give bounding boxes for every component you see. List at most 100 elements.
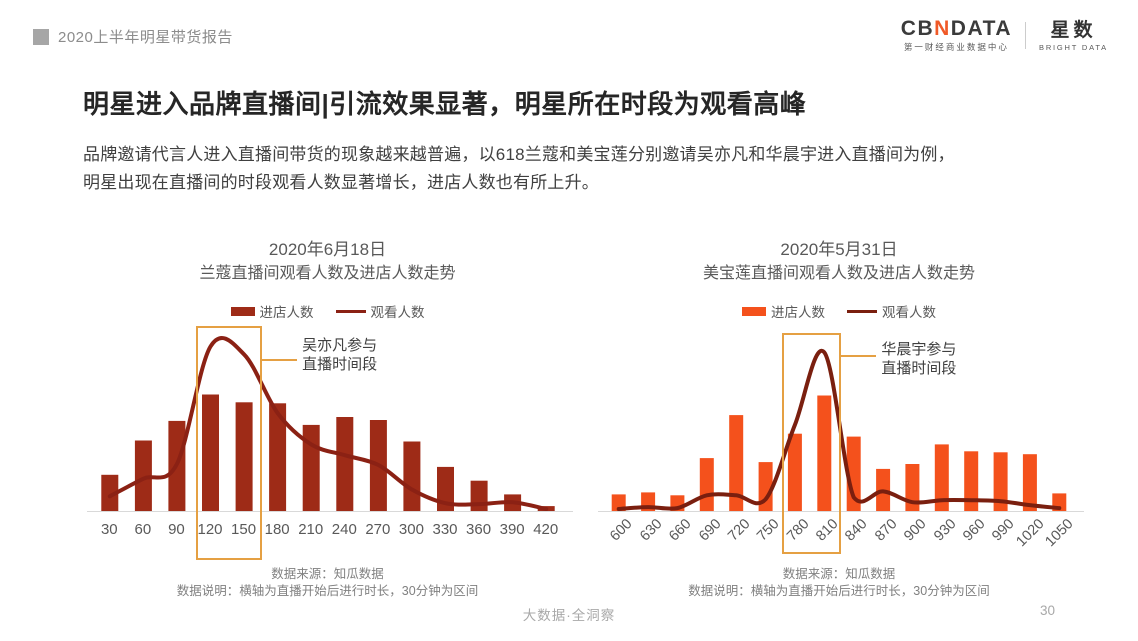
x-tick-label: 690 [695, 516, 725, 545]
legend-item-bars: 进店人数 [742, 301, 825, 321]
annotation-label: 华晨宇参与 直播时间段 [881, 341, 957, 377]
chart-plot-area: 600 630 660 690 720 750 780 810 840 870 900 930 960 9… [598, 325, 1084, 554]
bar-150 [235, 402, 253, 511]
highlight-box [781, 333, 842, 554]
chart-legend: 进店人数 观看人数 [85, 302, 570, 320]
bright-data-wordmark: 星数 BRIGHT DATA [1039, 20, 1108, 52]
bar-60 [134, 440, 152, 511]
annotation-connector-line [840, 355, 877, 357]
bar-30 [100, 474, 118, 511]
legend-label: 进店人数 [259, 305, 314, 320]
cbndata-logo: CBNDATA 第一财经商业数据中心 星数 BRIGHT DATA [901, 18, 1108, 53]
x-tick-label: 180 [264, 521, 290, 538]
chart-canvas [100, 336, 555, 511]
legend-item-bars: 进店人数 [230, 301, 314, 321]
report-title: 2020上半年明星带货报告 [58, 29, 233, 46]
chart-plot-area: 30 60 90 120 150 180 210 240 270 300 330 360 390 420 吴… [86, 325, 573, 560]
intro-paragraph: 品牌邀请代言人进入直播间带货的现象越来越普遍，以618兰蔻和美宝莲分别邀请吴亦凡… [83, 141, 955, 197]
footer-slogan: 大数据·全洞察 [522, 608, 616, 623]
x-tick-label: 1050 [1042, 516, 1077, 551]
logo-divider [1025, 22, 1027, 49]
chart-date: 2020年6月18日 [268, 240, 387, 259]
bar-legend-swatch [230, 306, 255, 316]
bar-330 [436, 466, 454, 511]
x-tick-label: 240 [331, 521, 357, 538]
x-tick-label: 870 [871, 516, 901, 545]
bar-120 [201, 394, 219, 511]
x-tick-label: 630 [636, 516, 666, 545]
page-title: 明星进入品牌直播间|引流效果显著，明星所在时段为观看高峰 [83, 89, 807, 119]
x-tick-label: 270 [365, 521, 391, 538]
annotation-label: 吴亦凡参与 直播时间段 [302, 337, 378, 373]
bar-720 [729, 415, 744, 511]
x-tick-label: 1020 [1013, 516, 1048, 551]
bar-1020 [1022, 454, 1037, 511]
line-legend-swatch [847, 309, 877, 313]
legend-item-line: 观看人数 [847, 301, 936, 321]
top-bar: 2020上半年明星带货报告 [33, 26, 233, 47]
x-tick-label: 750 [754, 516, 783, 545]
bar-780 [787, 433, 802, 511]
logo-data: DATA [950, 17, 1013, 40]
bullet-square-icon [33, 28, 49, 45]
chart-title: 美宝莲直播间观看人数及进店人数走势 [702, 265, 975, 282]
logo-cb: CB [900, 17, 935, 40]
x-tick-label: 300 [398, 521, 424, 538]
x-tick-label: 900 [901, 516, 930, 545]
legend-label: 进店人数 [771, 305, 825, 320]
highlight-box [195, 326, 263, 560]
chart-lancome: 2020年6月18日 兰蔻直播间观看人数及进店人数走势 进店人数 观看人数 30… [85, 230, 573, 600]
annotation-connector-line [261, 359, 298, 361]
logo-subtitle: 第一财经商业数据中心 [903, 42, 1009, 52]
legend-label: 观看人数 [370, 305, 425, 320]
x-tick-label: 930 [930, 516, 960, 545]
x-tick-label: 990 [989, 516, 1018, 545]
x-tick-label: 720 [725, 516, 754, 545]
logo-n-mark: N [934, 17, 951, 40]
page-number: 30 [1039, 603, 1055, 618]
bar-360 [470, 480, 488, 511]
data-note: 数据说明：横轴为直播开始后进行时长，30分钟为区间 [688, 584, 990, 598]
x-axis-line [86, 511, 573, 512]
logo-star-en: BRIGHT DATA [1039, 42, 1108, 52]
bar-690 [699, 458, 714, 511]
x-tick-label: 90 [168, 521, 185, 538]
cbndata-wordmark: CBNDATA 第一财经商业数据中心 [901, 18, 1012, 53]
x-tick-label: 660 [666, 516, 695, 545]
bar-960 [964, 451, 979, 511]
x-tick-label: 30 [100, 521, 118, 538]
chart-canvas [611, 348, 1067, 511]
data-note: 数据说明：横轴为直播开始后进行时长，30分钟为区间 [176, 584, 479, 598]
bar-180 [268, 403, 286, 511]
chart-title: 兰蔻直播间观看人数及进店人数走势 [199, 265, 456, 282]
intro-line-1: 品牌邀请代言人进入直播间带货的现象越来越普遍，以618兰蔻和美宝莲分别邀请吴亦凡… [83, 145, 955, 164]
viewers-line [107, 336, 548, 511]
x-tick-label: 420 [533, 521, 559, 538]
chart-date: 2020年5月31日 [780, 240, 898, 259]
line-legend-swatch [335, 309, 366, 313]
bar-210 [302, 424, 320, 511]
x-tick-label: 120 [197, 521, 223, 538]
data-source: 数据来源：知瓜数据 [271, 567, 384, 581]
x-tick-label: 150 [231, 521, 257, 538]
x-tick-label: 390 [499, 521, 525, 538]
bar-legend-swatch [742, 306, 766, 316]
intro-line-2: 明星出现在直播间的时段观看人数显著增长，进店人数也有所上升。 [83, 173, 599, 192]
chart-legend: 进店人数 观看人数 [598, 302, 1080, 320]
bar-750 [758, 462, 773, 511]
chart-maybelline: 2020年5月31日 美宝莲直播间观看人数及进店人数走势 进店人数 观看人数 6… [598, 230, 1084, 600]
bar-930 [934, 444, 949, 511]
x-tick-label: 960 [960, 516, 989, 545]
legend-label: 观看人数 [882, 305, 936, 320]
bar-990 [993, 452, 1008, 511]
x-tick-label: 60 [134, 521, 152, 538]
x-tick-label: 840 [842, 516, 872, 545]
x-tick-label: 600 [607, 516, 637, 545]
legend-item-line: 观看人数 [335, 301, 425, 321]
charts-row: 2020年6月18日 兰蔻直播间观看人数及进店人数走势 进店人数 观看人数 30… [85, 230, 1084, 600]
logo-star-cn: 星数 [1050, 19, 1097, 41]
bar-300 [402, 441, 420, 511]
x-tick-label: 210 [298, 521, 324, 538]
bar-240 [335, 417, 353, 511]
